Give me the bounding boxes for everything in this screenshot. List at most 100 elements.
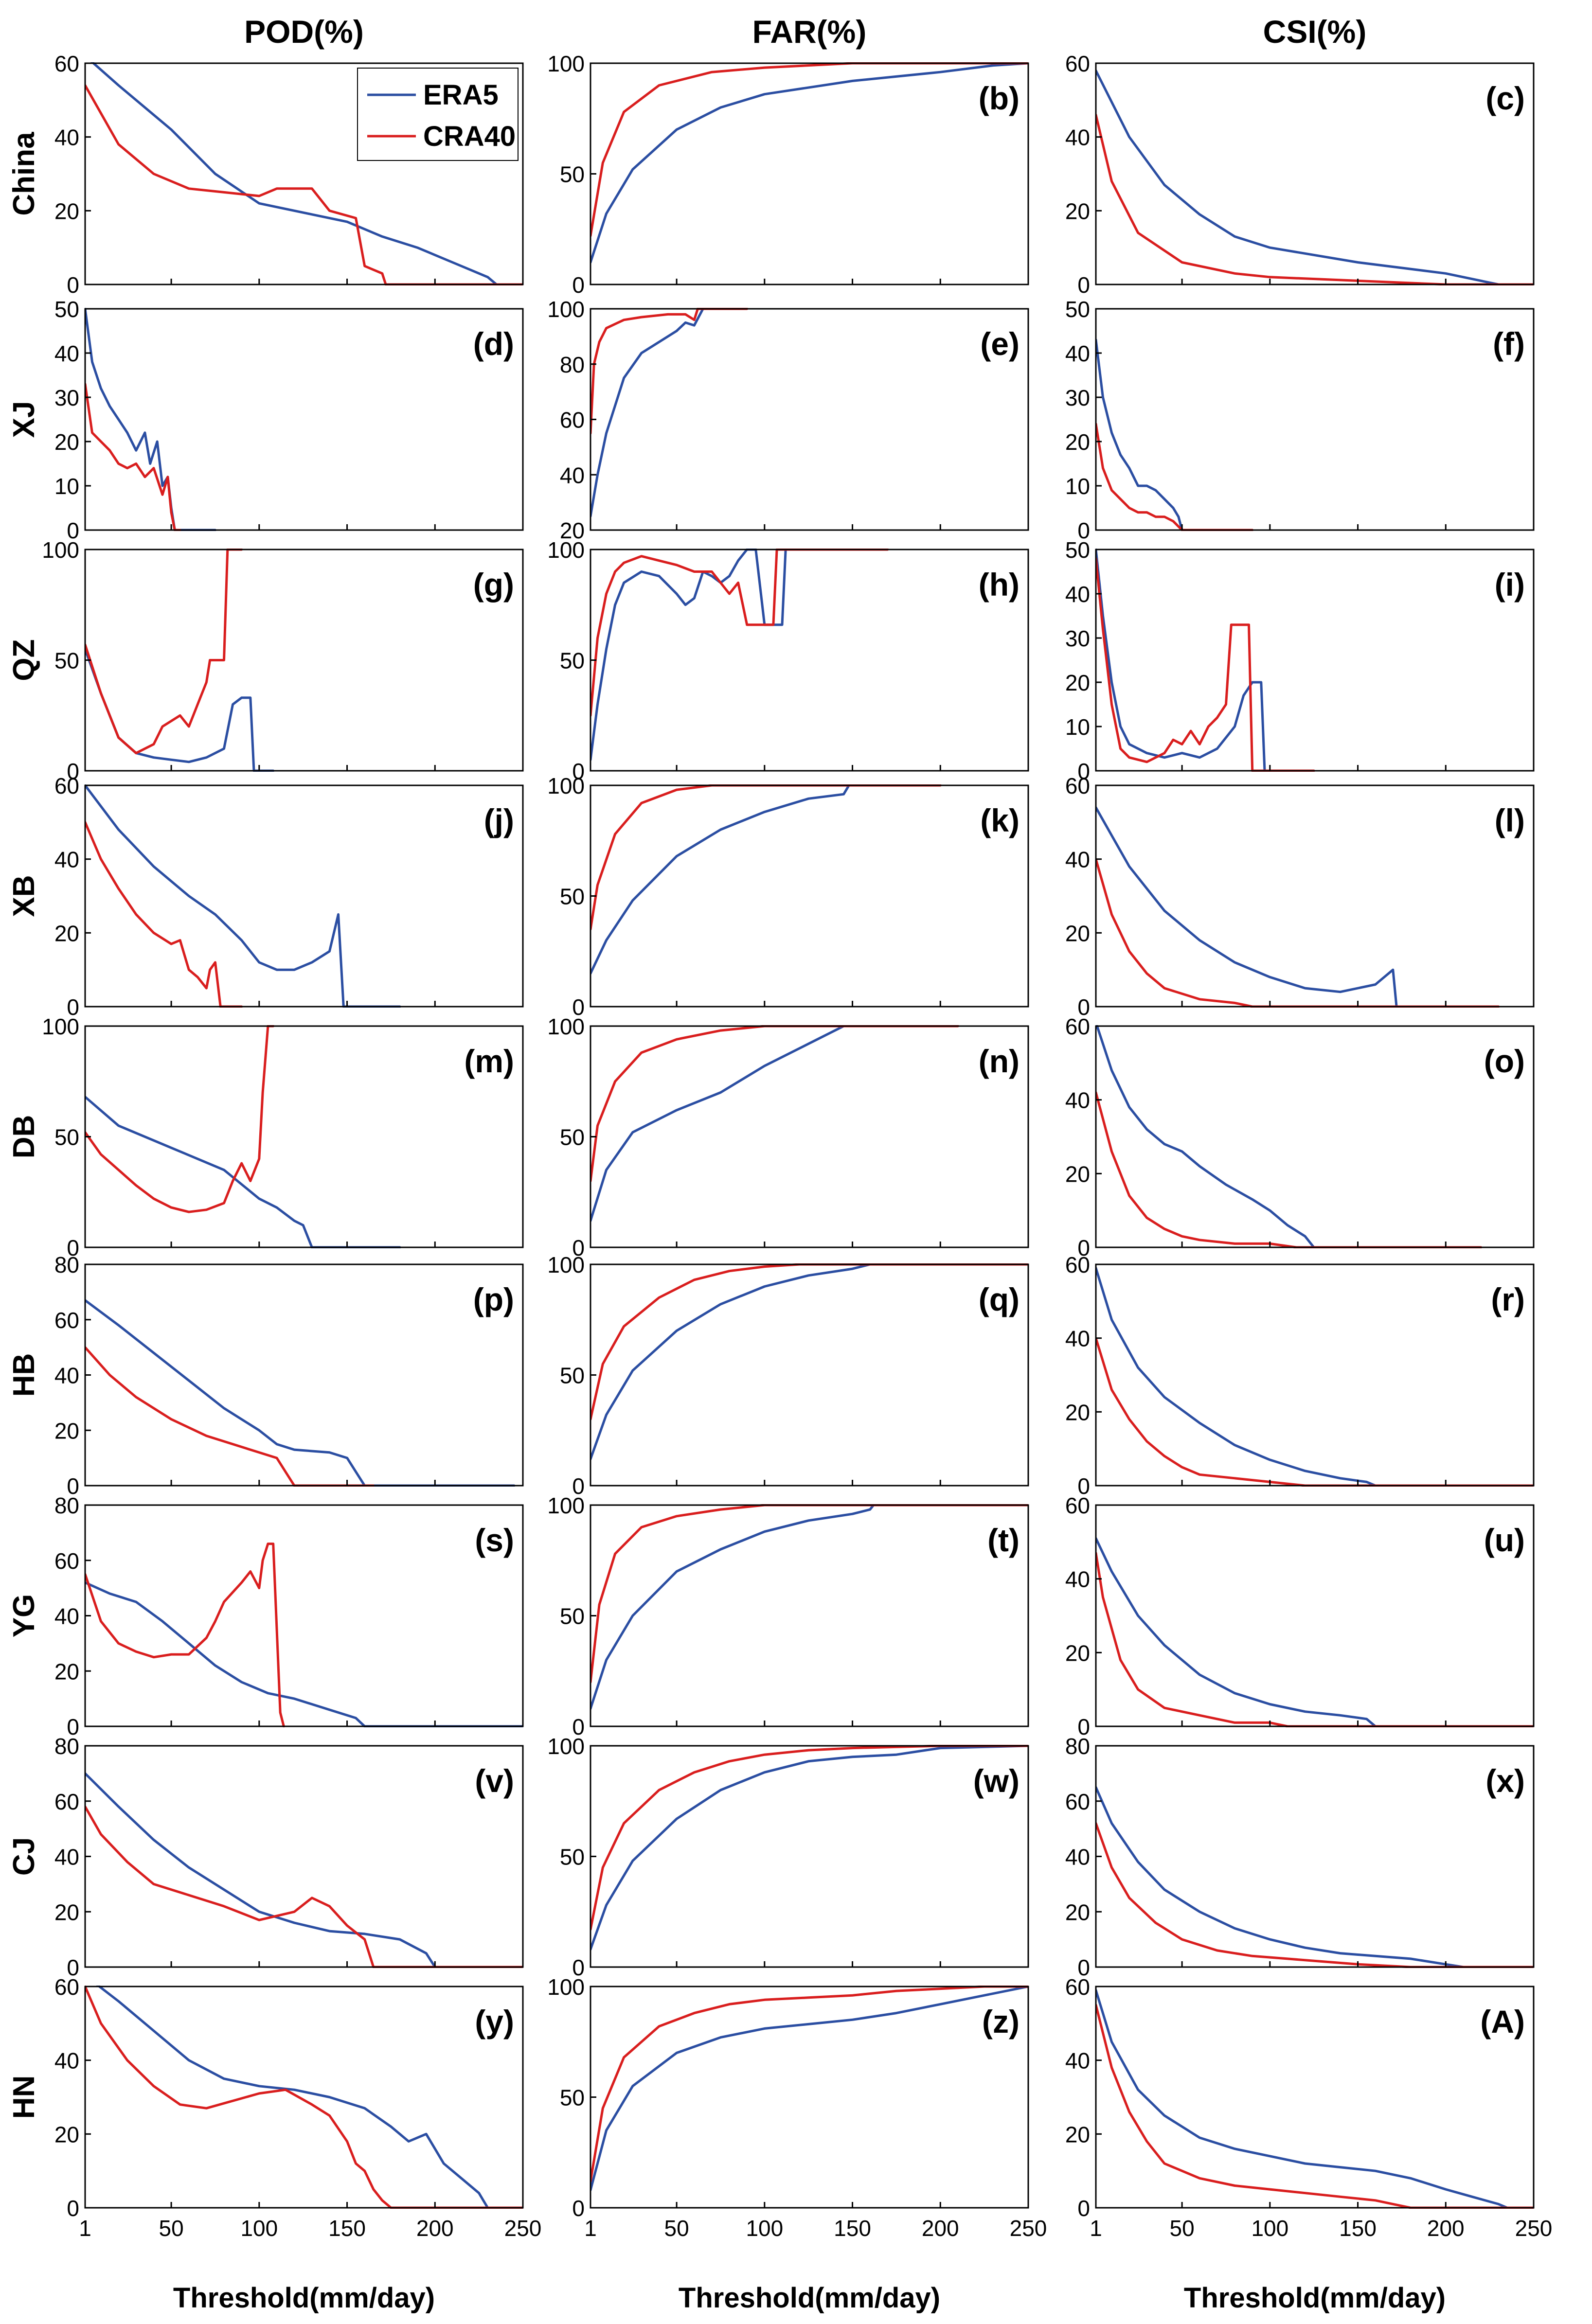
row-label-china: China [7,132,41,216]
column-title-3: CSI(%) [1263,14,1367,50]
series-line-f-cra40 [1096,423,1254,531]
panel-label-p: (p) [473,1281,514,1317]
ytick-label-i-40: 40 [1065,582,1090,607]
xtick-label-z-250: 250 [1010,2216,1047,2241]
panel-e: 20 40 60 80 100 (e) [547,297,1029,543]
row-label-cj: CJ [7,1837,41,1876]
xtick-label-A-1: 1 [1090,2216,1102,2241]
ytick-label-p-40: 40 [54,1363,79,1388]
panel-p: 0 20 40 60 80 (p) [54,1252,524,1499]
series-line-k-era5 [590,784,854,975]
ytick-label-s-60: 60 [54,1548,79,1574]
series-line-s-era5 [85,1581,523,1727]
series-line-v-era5 [85,1772,523,1968]
series-line-A-era5 [1096,1989,1534,2209]
ytick-label-r-20: 20 [1065,1400,1090,1425]
ytick-label-i-0: 0 [1077,759,1090,784]
series-line-A-cra40 [1096,2004,1534,2209]
series-group-j [85,784,401,1008]
ytick-label-u-20: 20 [1065,1640,1090,1666]
ytick-label-f-50: 50 [1065,297,1090,322]
ytick-label-y-60: 60 [54,1974,79,2000]
xtick-label-A-250: 250 [1515,2216,1553,2241]
axes-box-h [590,549,1029,772]
column-title-1: POD(%) [244,14,364,50]
series-line-y-era5 [96,1986,523,2209]
ytick-label-r-0: 0 [1077,1473,1090,1499]
ytick-label-k-100: 100 [547,773,585,798]
panel-t: 0 50 100 (t) [547,1493,1029,1739]
ytick-label-A-20: 20 [1065,2122,1090,2147]
series-line-d-cra40 [85,383,181,531]
ytick-label-s-40: 40 [54,1604,79,1629]
ytick-label-j-40: 40 [54,847,79,872]
series-line-w-era5 [590,1745,1028,1951]
panel-label-x: (x) [1485,1763,1525,1799]
ytick-label-a-40: 40 [54,125,79,150]
ytick-label-p-0: 0 [67,1473,79,1499]
ytick-label-h-50: 50 [560,648,585,674]
panel-q: 0 50 100 (q) [547,1252,1029,1499]
legend: ERA5 CRA40 [357,68,519,161]
ytick-label-z-50: 50 [560,2085,585,2111]
ytick-label-u-0: 0 [1077,1714,1090,1739]
ytick-label-v-40: 40 [54,1845,79,1870]
ytick-label-e-100: 100 [547,297,585,322]
series-group-l [1096,806,1500,1008]
panel-o: 0 20 40 60 (o) [1065,1014,1535,1260]
axes-box-f [1095,308,1535,531]
ytick-label-y-0: 0 [67,2196,79,2221]
series-group-h [590,549,889,761]
ytick-label-e-20: 20 [560,518,585,543]
xtick-label-A-100: 100 [1251,2216,1288,2241]
series-line-u-era5 [1096,1537,1534,1727]
ytick-label-x-60: 60 [1065,1789,1090,1814]
ytick-label-j-20: 20 [54,921,79,946]
ytick-label-d-30: 30 [54,385,79,410]
panel-label-m: (m) [464,1043,514,1079]
axes-box-s [84,1504,524,1727]
series-line-o-cra40 [1096,1091,1483,1248]
ytick-label-y-20: 20 [54,2122,79,2147]
x-axis-label-2: Threshold(mm/day) [679,2282,940,2314]
series-group-n [590,1025,959,1222]
axes-box-u [1095,1504,1535,1727]
series-group-u [1096,1537,1534,1727]
xtick-label-A-150: 150 [1339,2216,1377,2241]
series-line-d-era5 [85,308,216,531]
series-group-t [590,1504,1028,1710]
ytick-label-g-100: 100 [42,537,79,563]
axes-box-g [84,549,524,772]
ytick-label-f-10: 10 [1065,474,1090,499]
ytick-label-i-50: 50 [1065,537,1090,563]
ytick-label-w-0: 0 [572,1955,585,1980]
ytick-label-n-50: 50 [560,1125,585,1150]
panel-label-h: (h) [979,567,1020,603]
series-line-h-cra40 [590,549,889,717]
ytick-label-a-20: 20 [54,198,79,224]
series-group-c [1096,69,1534,285]
series-group-d [85,308,216,531]
legend-label-cra40: CRA40 [423,121,516,152]
row-label-xj: XJ [7,401,41,438]
panel-x: 0 20 40 60 80 (x) [1065,1734,1535,1980]
panel-i: 0 10 20 30 40 50 (i) [1065,537,1535,784]
axes-box-o [1095,1025,1535,1248]
series-line-q-era5 [590,1263,1028,1460]
series-line-l-cra40 [1096,858,1500,1008]
panel-label-c: (c) [1485,80,1525,116]
ytick-label-f-30: 30 [1065,385,1090,410]
series-line-y-cra40 [85,1986,523,2209]
ytick-label-p-60: 60 [54,1308,79,1333]
ytick-label-d-10: 10 [54,474,79,499]
ytick-label-c-40: 40 [1065,125,1090,150]
panel-d: 0 10 20 30 40 50 (d) [54,297,524,543]
series-group-s [85,1543,523,1727]
axes-box-n [590,1025,1029,1248]
ytick-label-k-50: 50 [560,884,585,909]
ytick-label-d-20: 20 [54,429,79,455]
series-line-l-era5 [1096,806,1412,1008]
axes-box-t [590,1504,1029,1727]
legend-label-era5: ERA5 [423,79,499,111]
